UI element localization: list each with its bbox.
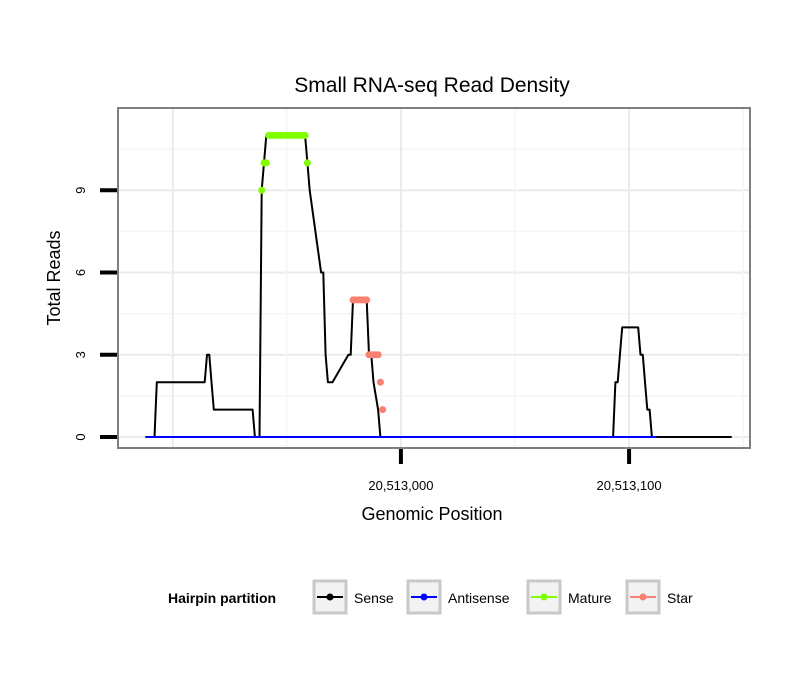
star-point [379,406,387,414]
legend-title: Hairpin partition [168,590,276,606]
legend-label-star: Star [667,590,693,606]
x-tick-label: 20,513,100 [597,478,662,493]
legend-key-point [639,593,647,601]
chart-title: Small RNA-seq Read Density [294,74,570,97]
legend-key-point [420,593,428,601]
star-point [376,378,384,386]
y-axis: 0 3 6 9 [73,187,117,441]
plot-border [117,107,751,449]
x-axis: 20,513,000 20,513,100 [368,449,662,493]
sense-line [612,326,653,438]
mature-point [301,131,309,139]
mature-point [262,159,270,167]
y-tick-label: 9 [73,187,88,194]
x-tick-label: 20,513,000 [368,478,433,493]
y-axis-title: Total Reads [44,230,64,325]
mature-point [303,159,311,167]
y-tick-label: 0 [73,433,88,440]
series-layer [145,131,732,438]
legend-label-antisense: Antisense [448,590,510,606]
legend-key-point [540,593,548,601]
x-axis-title: Genomic Position [361,504,502,524]
y-tick-label: 3 [73,351,88,358]
y-tick-label: 6 [73,269,88,276]
mature-point [258,186,266,194]
legend-label-mature: Mature [568,590,612,606]
legend: Hairpin partition Sense Antisense Mature St… [168,579,693,615]
legend-key-point [326,593,334,601]
legend-label-sense: Sense [354,590,394,606]
star-point [374,351,382,359]
star-point [363,296,371,304]
sense-line [145,134,732,438]
plot-panel [118,108,750,448]
